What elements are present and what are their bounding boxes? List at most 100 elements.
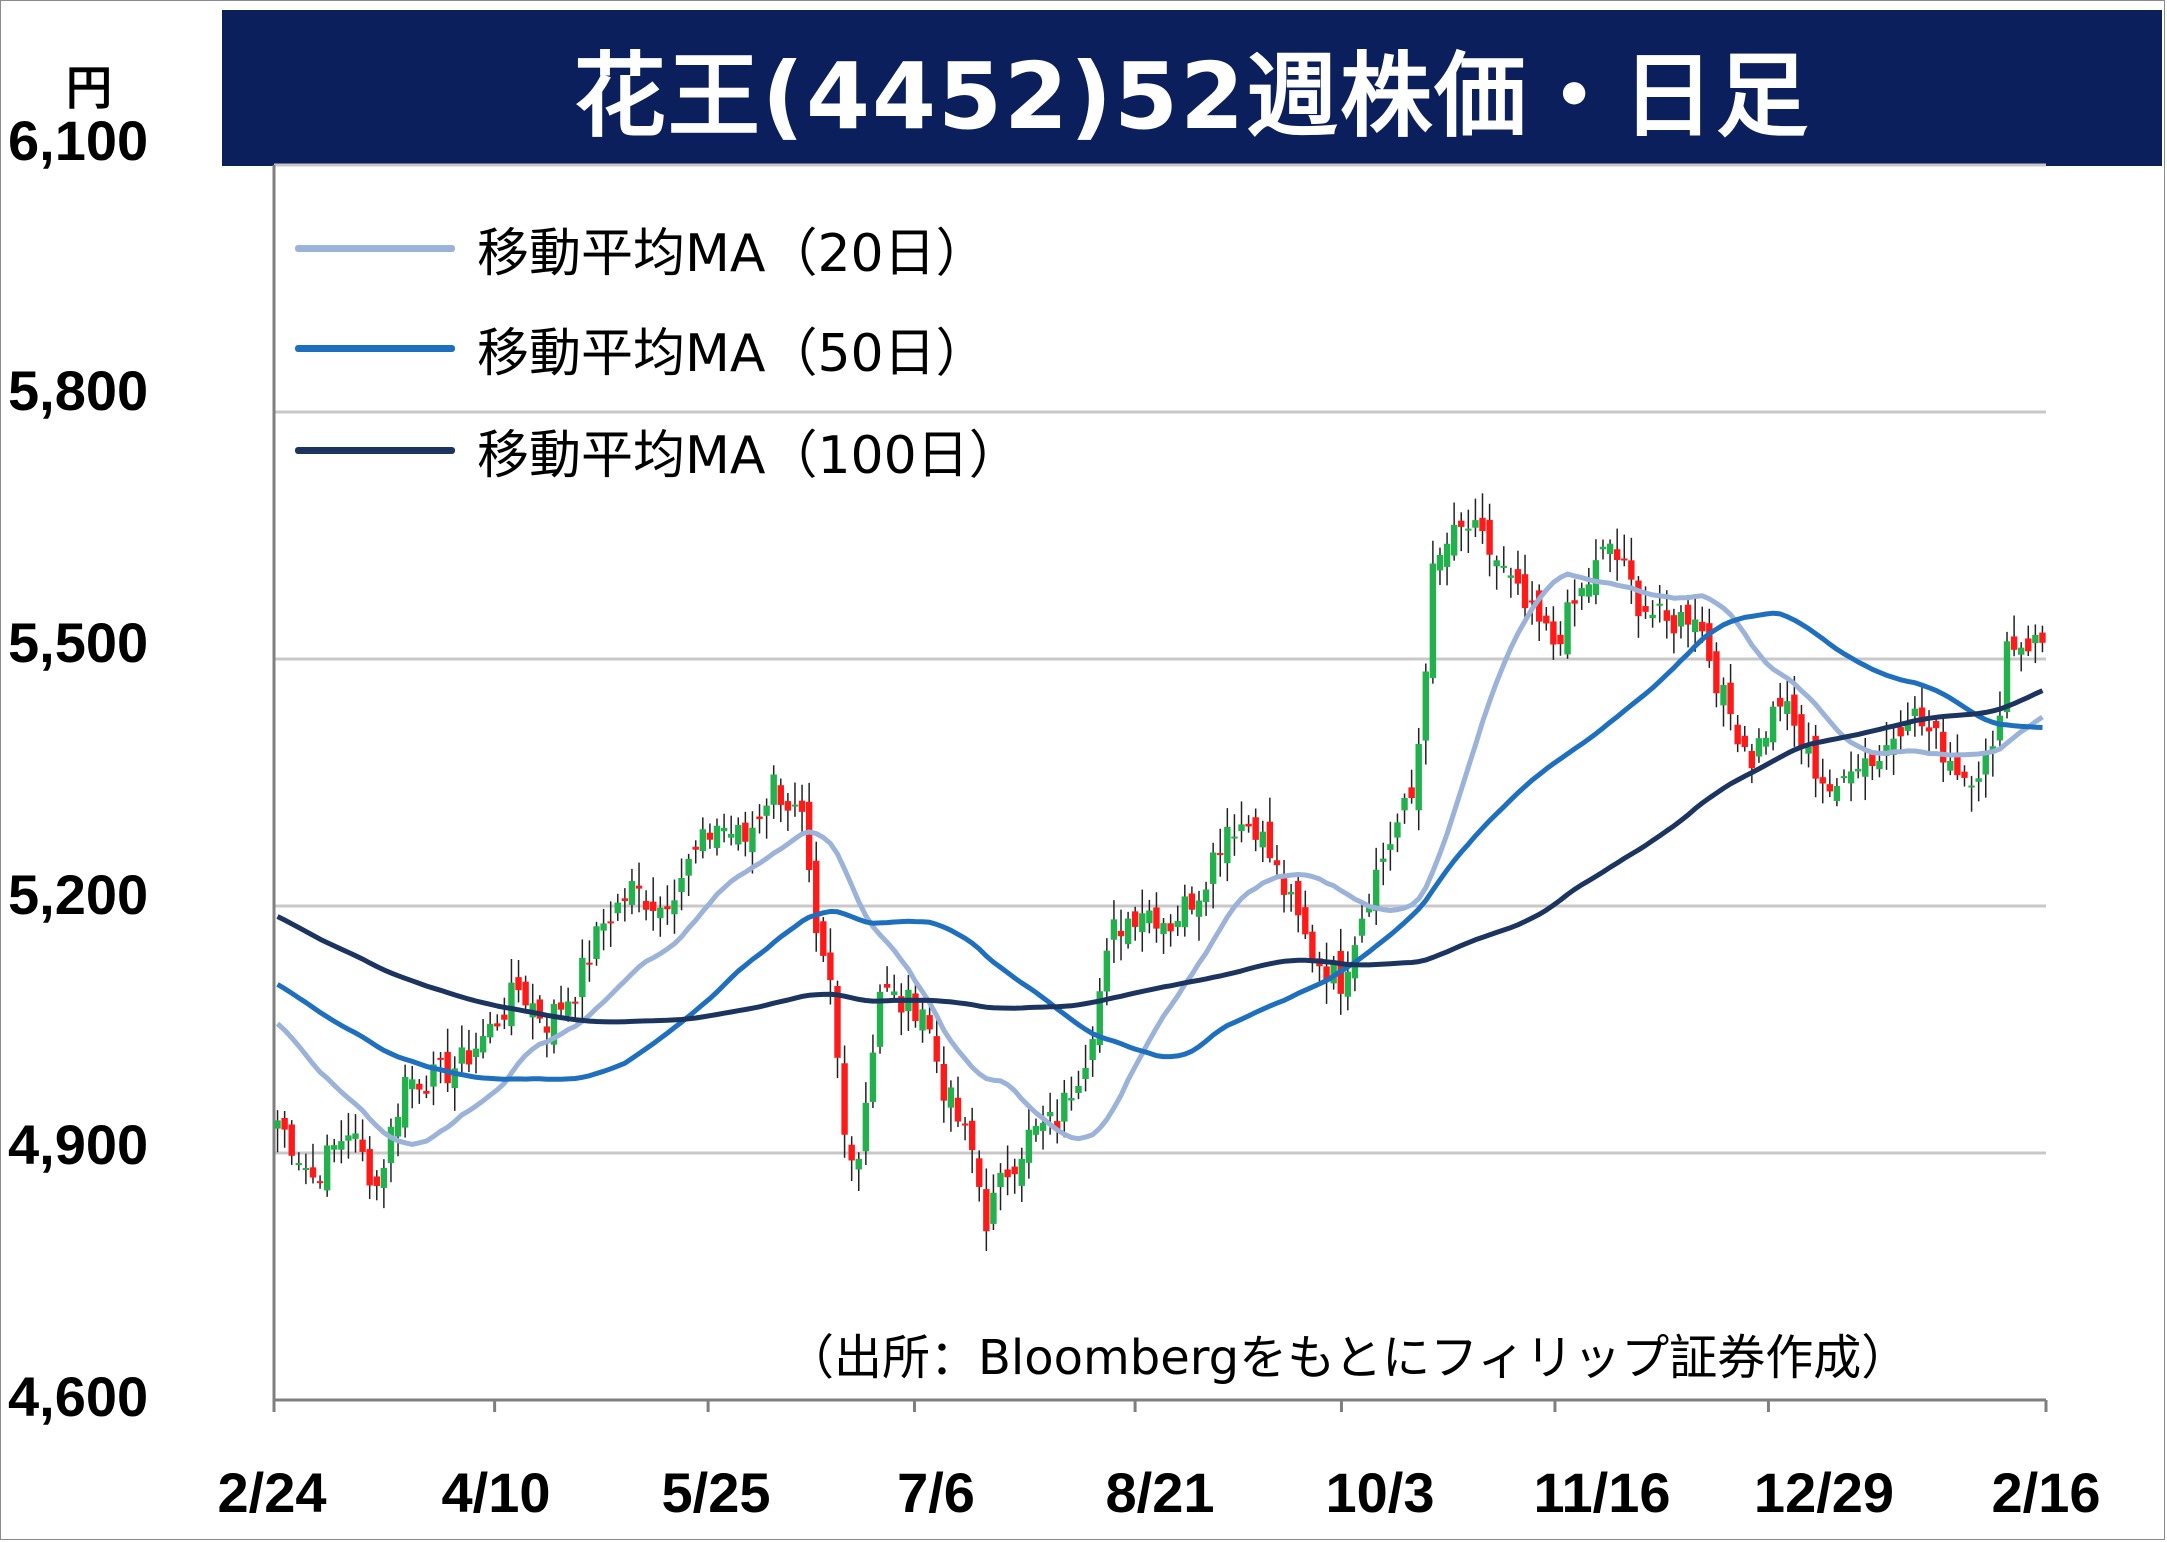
candle-up bbox=[1061, 1092, 1068, 1122]
candle-up bbox=[1231, 836, 1238, 839]
candle-up bbox=[1344, 971, 1352, 997]
candle-up bbox=[770, 774, 777, 805]
candle-up bbox=[1358, 918, 1366, 936]
candle-down bbox=[1514, 569, 1522, 584]
moving-average-line-20 bbox=[275, 571, 2044, 1147]
candle-up bbox=[1755, 738, 1763, 757]
candle-down bbox=[813, 860, 820, 934]
candle-down bbox=[1557, 634, 1564, 645]
candle-up bbox=[1599, 546, 1607, 550]
x-tick-label: 4/10 bbox=[441, 1461, 551, 1524]
candle-down bbox=[940, 1064, 948, 1101]
y-tick-label: 5,500 bbox=[8, 611, 149, 674]
candle-up bbox=[1911, 708, 1919, 717]
candle-up bbox=[1195, 900, 1203, 917]
candle-down bbox=[1684, 604, 1692, 625]
candle-down bbox=[373, 1176, 380, 1186]
candle-up bbox=[1450, 524, 1458, 556]
candle-up bbox=[600, 923, 607, 931]
candle-up bbox=[1096, 991, 1103, 1046]
candle-down bbox=[316, 1181, 324, 1184]
source-note: （出所：Bloombergをもとにフィリップ証券作成） bbox=[786, 1330, 1910, 1386]
candle-up bbox=[345, 1135, 352, 1141]
candle-up bbox=[876, 991, 884, 1047]
x-tick-label: 8/21 bbox=[1105, 1461, 1215, 1524]
candle-down bbox=[1245, 823, 1252, 827]
candle-up bbox=[1883, 745, 1890, 756]
candle-up bbox=[1160, 923, 1167, 935]
x-tick-label: 11/16 bbox=[1533, 1461, 1671, 1524]
candle-up bbox=[1769, 706, 1777, 743]
candle-up bbox=[579, 957, 586, 998]
candle-up bbox=[1238, 824, 1245, 832]
candle-up bbox=[1436, 554, 1444, 571]
candle-up bbox=[1330, 961, 1337, 984]
candle-up bbox=[1854, 768, 1862, 772]
candle-down bbox=[784, 801, 792, 811]
candle-up bbox=[1840, 776, 1848, 779]
candle-up bbox=[1422, 671, 1429, 741]
candle-down bbox=[1727, 682, 1734, 715]
candle-down bbox=[1791, 694, 1798, 726]
candle-down bbox=[848, 1144, 855, 1161]
candle-up bbox=[1606, 543, 1614, 555]
candle-down bbox=[281, 1118, 288, 1130]
candle-up bbox=[302, 1168, 310, 1171]
candle-down bbox=[1302, 907, 1309, 935]
candle-up bbox=[1202, 889, 1210, 903]
candle-up bbox=[720, 827, 728, 832]
candle-up bbox=[749, 827, 756, 853]
candle-up bbox=[763, 805, 770, 816]
candle-up bbox=[1996, 715, 2004, 741]
candle-up bbox=[1564, 602, 1571, 655]
candle-down bbox=[1309, 931, 1316, 964]
x-tick-label: 2/16 bbox=[1991, 1461, 2101, 1524]
candle-down bbox=[1706, 623, 1713, 661]
candle-down bbox=[2039, 632, 2046, 643]
candle-down bbox=[1819, 777, 1826, 784]
candle-up bbox=[699, 829, 707, 852]
candle-up bbox=[323, 1145, 331, 1191]
candle-up bbox=[614, 902, 621, 914]
legend-swatch-ma50 bbox=[295, 344, 455, 352]
candle-down bbox=[1670, 615, 1678, 634]
candle-up bbox=[657, 907, 664, 919]
candle-down bbox=[650, 901, 657, 911]
candle-down bbox=[664, 906, 671, 910]
candle-down bbox=[423, 1090, 430, 1094]
candle-up bbox=[1805, 746, 1812, 754]
candle-down bbox=[1479, 517, 1486, 532]
legend-label-ma100: 移動平均MA（100日） bbox=[477, 425, 1021, 486]
candle-down bbox=[954, 1097, 962, 1122]
candle-up bbox=[1259, 831, 1266, 848]
candle-up bbox=[855, 1158, 862, 1170]
candle-down bbox=[1011, 1166, 1018, 1175]
candle-down bbox=[1188, 893, 1196, 910]
candle-down bbox=[1812, 735, 1819, 779]
candle-up bbox=[678, 878, 685, 893]
candle-down bbox=[1613, 549, 1621, 560]
candle-down bbox=[841, 1063, 848, 1135]
candle-up bbox=[1415, 743, 1422, 811]
candle-up bbox=[1762, 737, 1770, 747]
candle-up bbox=[550, 1004, 558, 1045]
candle-down bbox=[1273, 860, 1281, 866]
candle-up bbox=[791, 804, 799, 807]
candle-down bbox=[805, 801, 813, 870]
candle-down bbox=[1798, 714, 1805, 747]
candle-down bbox=[1713, 651, 1720, 694]
candle-up bbox=[387, 1126, 395, 1164]
candle-up bbox=[1890, 738, 1897, 755]
candle-down bbox=[501, 1014, 508, 1020]
candle-up bbox=[1904, 722, 1911, 731]
candle-down bbox=[465, 1050, 473, 1065]
candle-down bbox=[820, 921, 827, 956]
candle-up bbox=[295, 1163, 303, 1166]
candle-down bbox=[933, 1036, 940, 1062]
candle-up bbox=[1387, 844, 1394, 850]
candle-up bbox=[1982, 754, 1989, 775]
candle-up bbox=[1585, 584, 1593, 597]
candle-up bbox=[1507, 575, 1515, 578]
